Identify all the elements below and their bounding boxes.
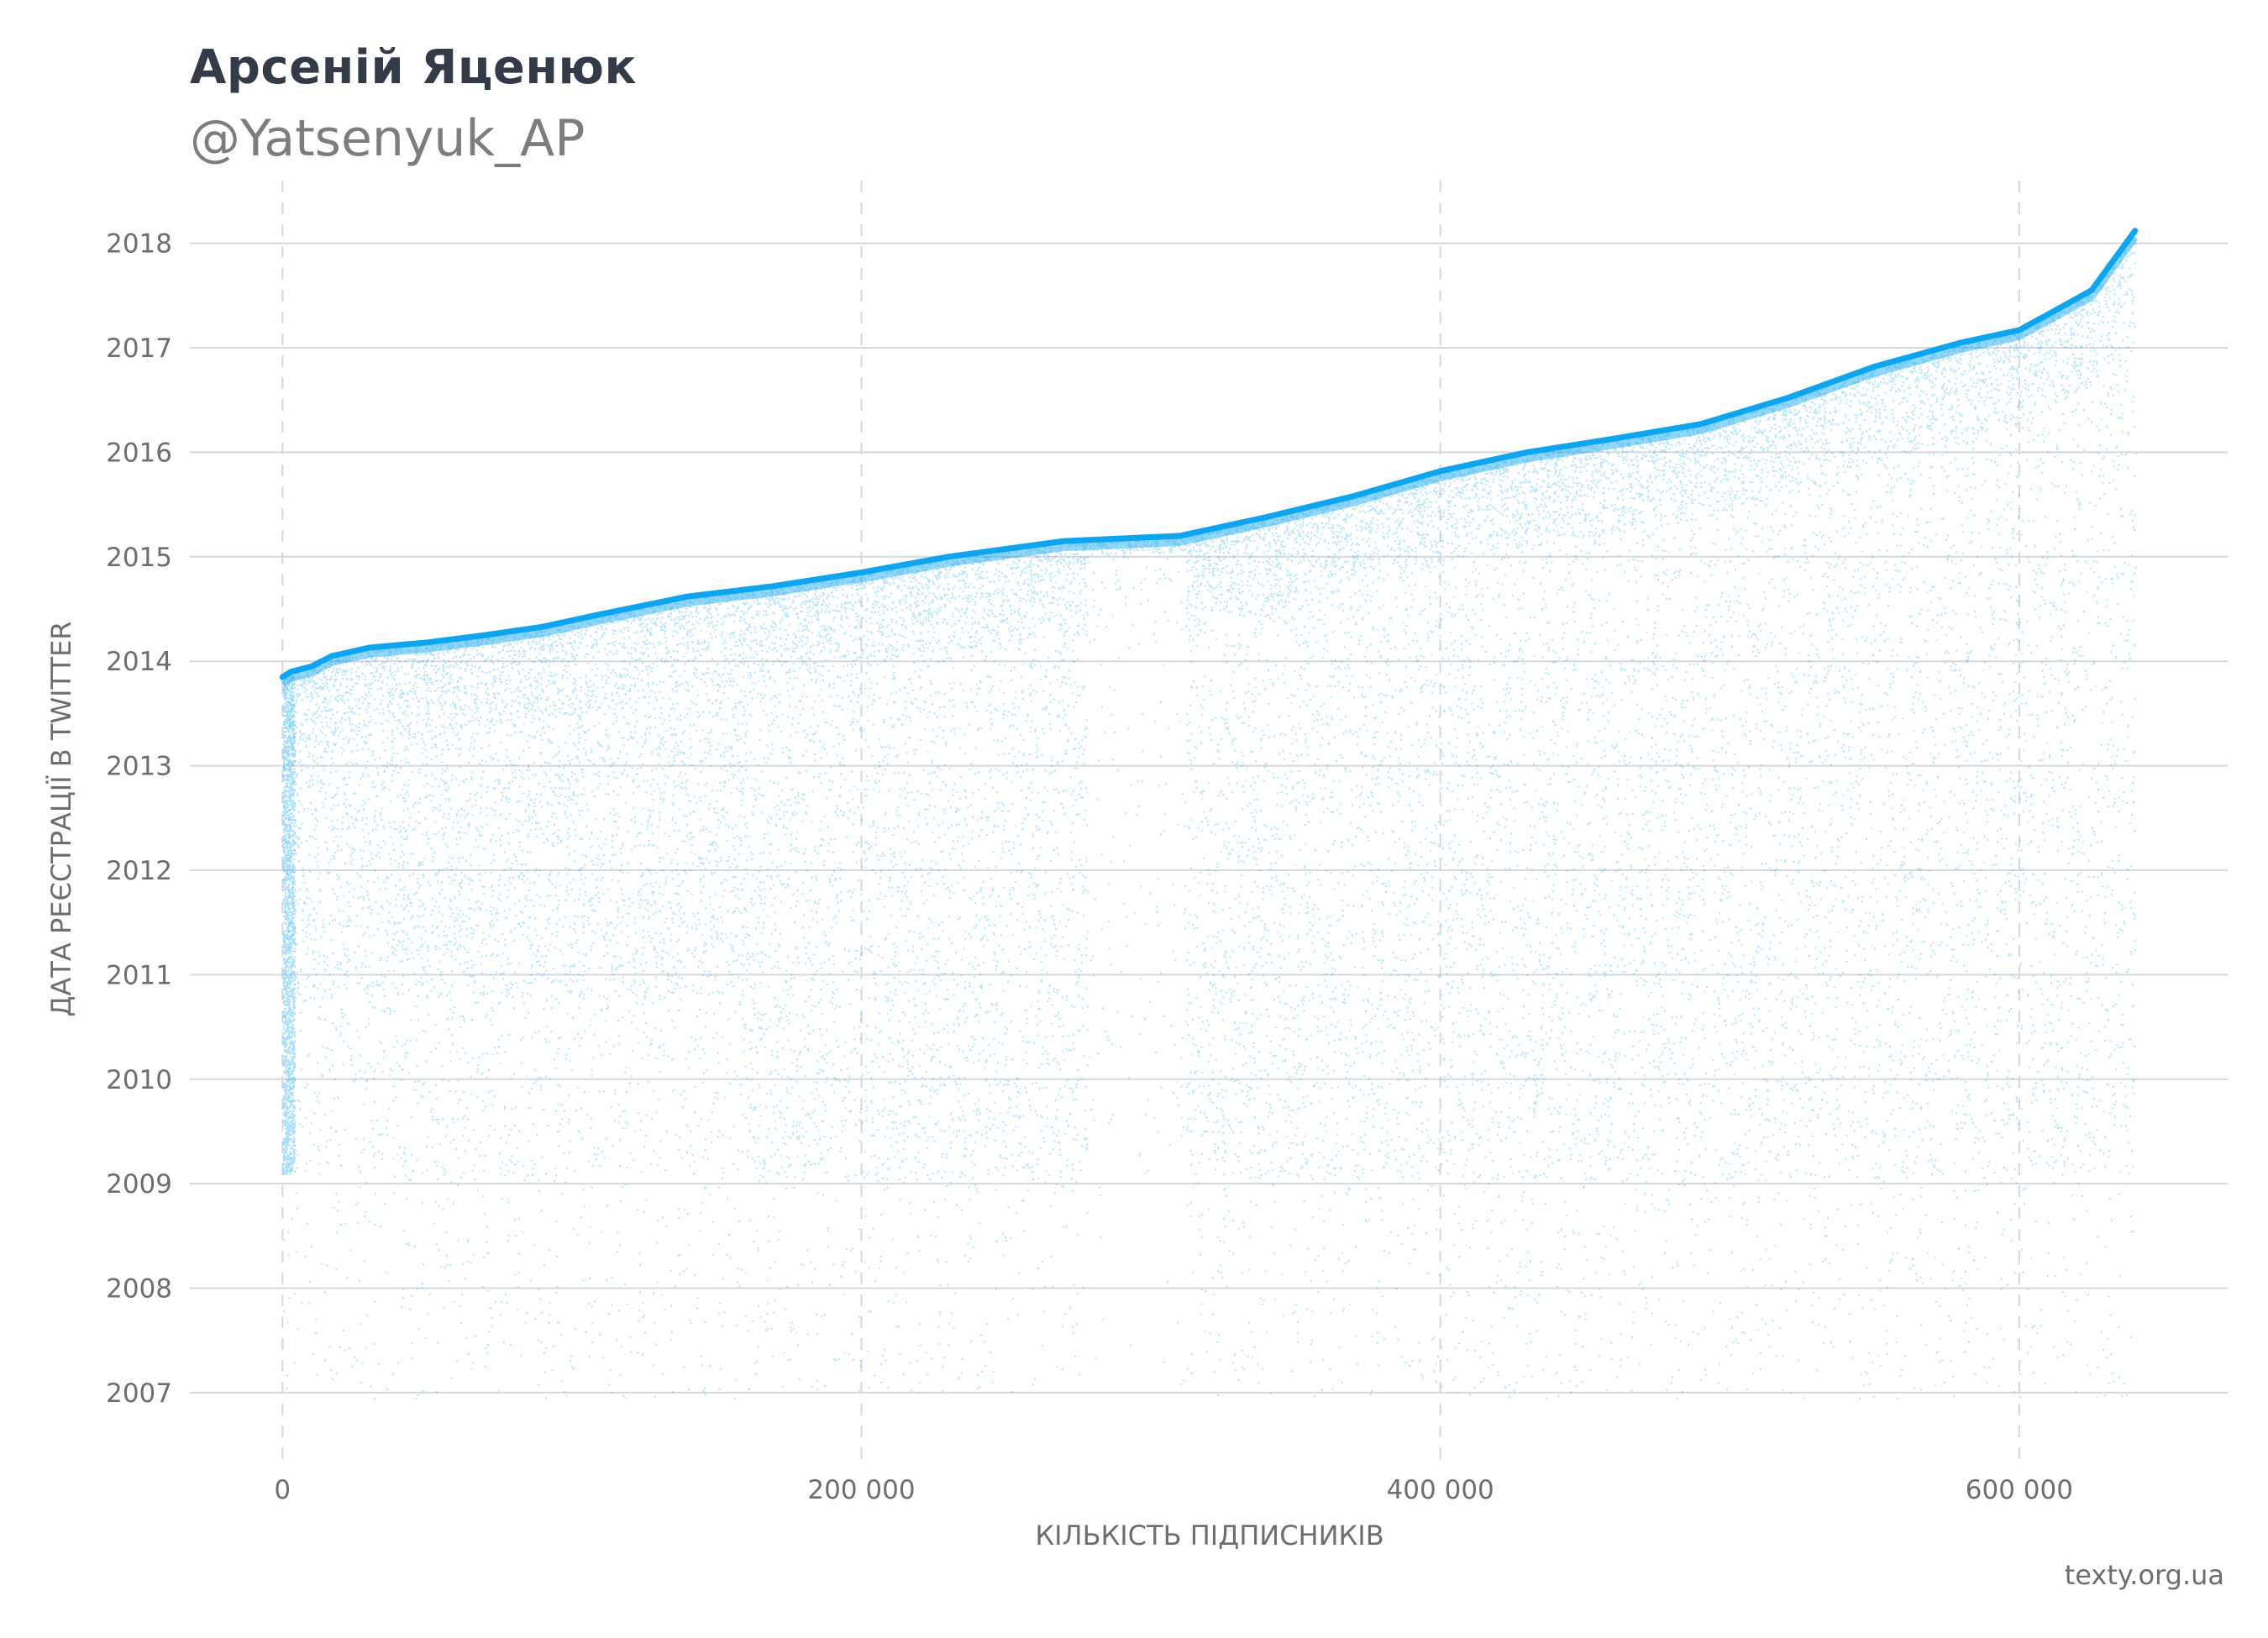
y-axis-label: ДАТА РЕЄСТРАЦІЇ В TWITTER: [45, 621, 77, 1016]
registration-edge-line: [279, 228, 2139, 680]
x-tick-label-3: 600 000: [1966, 1475, 2073, 1505]
source-credit: texty.org.ua: [2064, 1559, 2224, 1591]
registration-edge-shadow: [280, 234, 2139, 687]
y-tick-label-2012: 2012: [106, 856, 172, 886]
y-tick-label-2018: 2018: [106, 229, 172, 260]
y-tick-label-2015: 2015: [106, 543, 172, 573]
x-tick-label-2: 400 000: [1387, 1475, 1494, 1505]
y-tick-label-2011: 2011: [106, 960, 172, 990]
y-tick-label-2009: 2009: [106, 1169, 172, 1200]
grid-layer: [190, 181, 2228, 1466]
follower-points: [282, 232, 2137, 1400]
upper-envelope: [279, 228, 2139, 687]
y-tick-label-2007: 2007: [106, 1378, 172, 1409]
x-tick-label-1: 200 000: [807, 1475, 915, 1505]
y-tick-label-2010: 2010: [106, 1065, 172, 1095]
y-tick-label-2008: 2008: [106, 1274, 172, 1305]
y-tick-label-2017: 2017: [106, 333, 172, 364]
chart-title: Арсеній Яценюк: [190, 40, 637, 95]
tick-labels: 2007 2008 2009 2010 2011 2012 2013 2014 2015 2016…: [106, 229, 2073, 1505]
y-tick-label-2016: 2016: [106, 438, 172, 468]
early-followers-column: [282, 672, 297, 1175]
x-tick-label-0: 0: [274, 1475, 291, 1505]
y-tick-label-2014: 2014: [106, 647, 172, 677]
chart-subtitle-handle: @Yatsenyuk_AP: [190, 109, 585, 168]
y-tick-label-2013: 2013: [106, 752, 172, 782]
x-axis-label: КІЛЬКІСТЬ ПІДПИСНИКІВ: [1035, 1520, 1383, 1551]
scatter-points: [282, 232, 2137, 1400]
